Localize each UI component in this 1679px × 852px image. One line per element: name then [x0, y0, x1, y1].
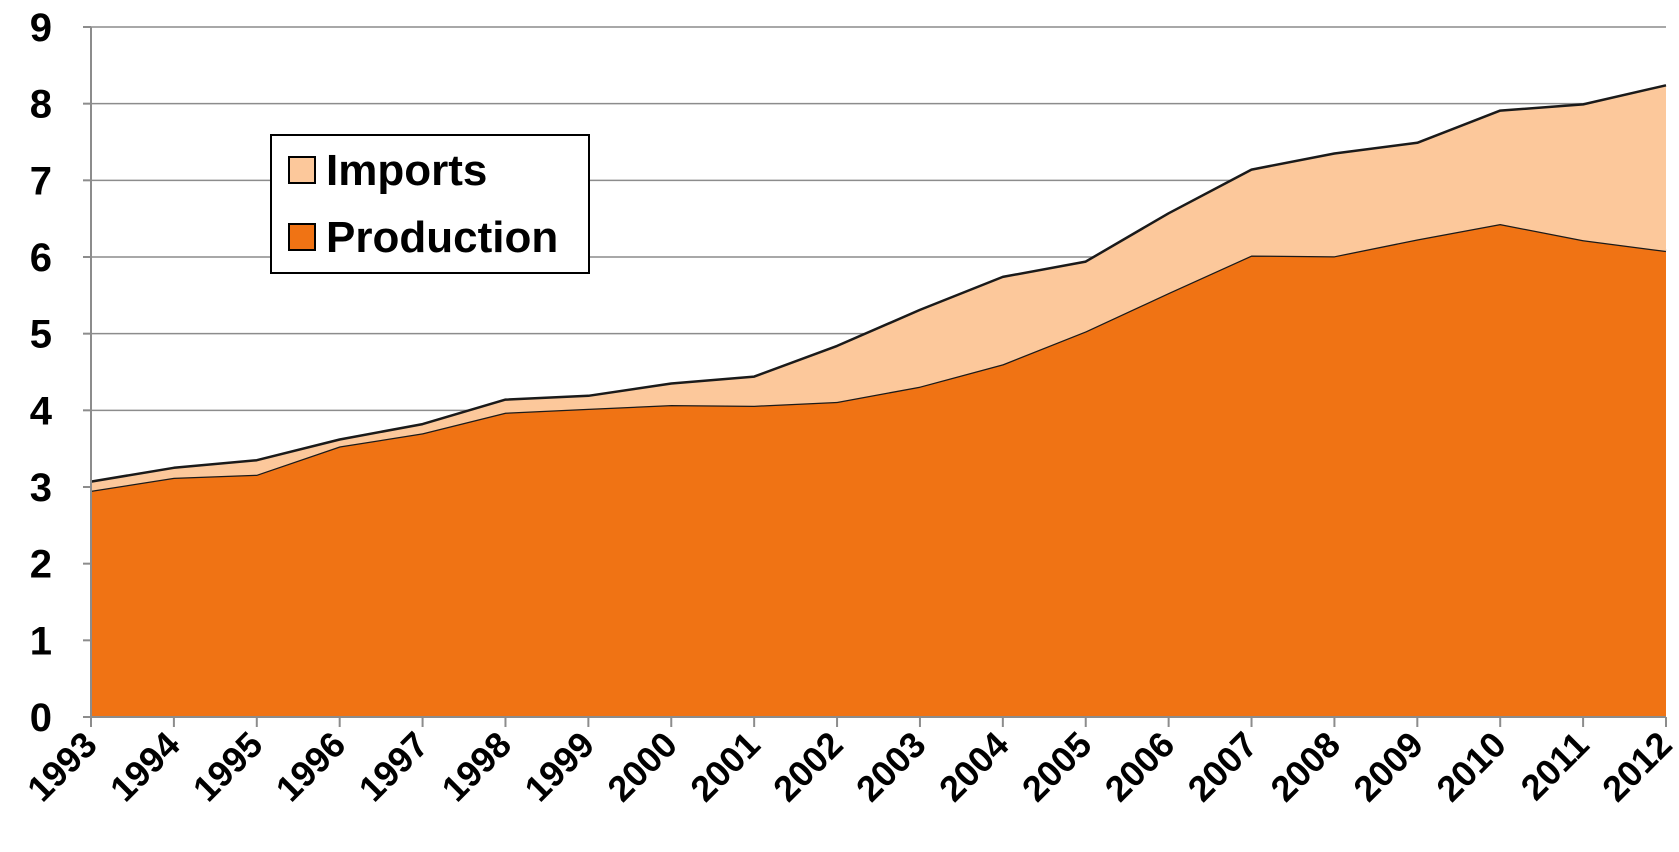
y-tick-label: 1 [30, 619, 52, 663]
area-edge-imports [90, 84, 1667, 483]
x-tick-label: 2011 [1513, 724, 1597, 808]
y-tick-label: 3 [30, 466, 52, 510]
x-tick-label: 2007 [1180, 724, 1266, 810]
x-tick-label: 2003 [848, 724, 934, 810]
x-tick-label: 1996 [268, 724, 354, 810]
y-tick-label: 5 [30, 313, 52, 357]
x-tick-label: 1994 [102, 724, 188, 810]
y-axis-ticks: 0 1 2 3 4 5 6 7 8 9 [30, 6, 53, 740]
y-tick-label: 6 [30, 236, 52, 280]
legend: Imports Production [270, 134, 590, 274]
area-imports [91, 85, 1666, 491]
y-tick-label: 9 [30, 6, 52, 50]
x-tick-label: 1997 [351, 724, 437, 810]
y-tick-label: 8 [30, 83, 52, 127]
x-tick-label: 2010 [1428, 724, 1514, 810]
area-production [91, 224, 1666, 717]
legend-label-imports: Imports [326, 146, 487, 195]
x-tick-label: 2004 [931, 724, 1017, 810]
legend-label-production: Production [326, 213, 558, 262]
x-tick-label: 2012 [1594, 724, 1679, 810]
x-tick-label: 1998 [434, 724, 520, 810]
x-tick-label: 1999 [516, 724, 602, 810]
series-areas [90, 84, 1667, 717]
x-tick-label: 2006 [1097, 724, 1183, 810]
legend-box [270, 134, 590, 274]
x-tick-label: 2005 [1014, 724, 1100, 810]
axes [83, 26, 1667, 727]
y-tick-label: 2 [30, 543, 52, 587]
x-tick-label: 2009 [1345, 724, 1431, 810]
y-tick-label: 7 [30, 159, 52, 203]
legend-swatch-imports [288, 156, 316, 184]
x-axis-ticks: 1993199419951996199719981999200020012002… [19, 724, 1679, 810]
x-tick-label: 1995 [185, 724, 271, 810]
legend-swatch-production [288, 223, 316, 251]
x-tick-label: 2002 [765, 724, 851, 810]
x-tick-label: 2001 [682, 724, 768, 810]
y-tick-label: 4 [30, 389, 53, 433]
y-tick-label: 0 [30, 696, 52, 740]
x-tick-label: 2000 [599, 724, 685, 810]
x-tick-label: 2008 [1262, 724, 1348, 810]
